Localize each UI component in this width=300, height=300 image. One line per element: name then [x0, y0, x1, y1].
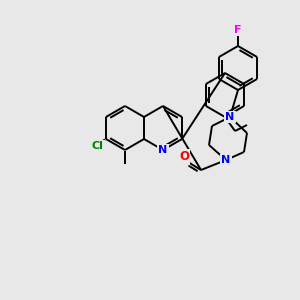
Text: N: N — [225, 112, 235, 122]
Text: F: F — [234, 25, 242, 35]
Text: N: N — [221, 155, 231, 165]
Text: N: N — [158, 145, 168, 155]
Text: O: O — [179, 151, 189, 164]
Text: Cl: Cl — [92, 141, 104, 151]
